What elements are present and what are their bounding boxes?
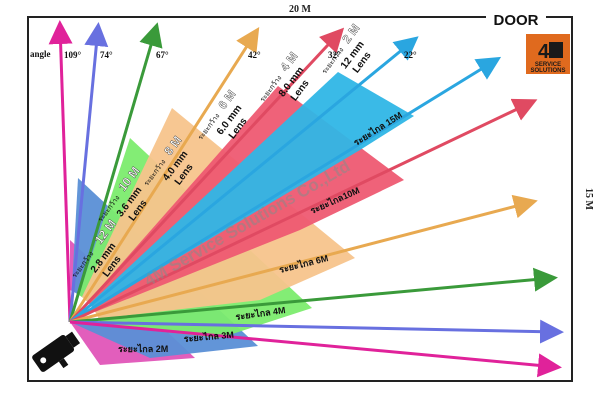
ray-32-right xyxy=(69,98,538,324)
ray-109-left xyxy=(48,20,73,323)
door-label: DOOR xyxy=(494,12,539,29)
ray-42-right xyxy=(69,194,538,324)
coverage-zones xyxy=(70,72,414,365)
room-height-label: 15 M xyxy=(583,188,594,211)
logo-text-2: SOLUTIONS xyxy=(530,68,565,74)
angle-109: 109° xyxy=(64,50,82,60)
ray-74-right xyxy=(69,319,564,344)
ray-22-right xyxy=(69,56,502,324)
ray-109-right xyxy=(69,320,562,378)
distance-2m: ระยะไกล 2M xyxy=(118,343,168,354)
angle-32: 32° xyxy=(328,50,341,60)
fov-rays xyxy=(48,20,564,378)
ray-42-left xyxy=(68,26,260,323)
zone-2m xyxy=(70,72,414,322)
angle-title: angle xyxy=(30,49,51,59)
room-width-label: 20 M xyxy=(289,4,312,15)
ray-32-left xyxy=(68,27,345,324)
ray-67-left xyxy=(68,22,163,323)
angle-labels: angle 109° 74° 67° 42° 32° 22° xyxy=(30,49,417,60)
ray-22-left xyxy=(69,36,419,324)
logo-text-1: SERVICE xyxy=(535,62,561,68)
door-gap xyxy=(486,14,546,20)
ray-74-left xyxy=(68,22,109,323)
ray-67-right xyxy=(69,267,558,324)
angle-42: 42° xyxy=(248,50,261,60)
angle-22: 22° xyxy=(404,50,417,60)
cctv-camera-icon xyxy=(32,331,81,372)
angle-74: 74° xyxy=(100,50,113,60)
distance-3m: ระยะไกล 3M xyxy=(183,329,234,344)
room-border xyxy=(27,16,573,382)
angle-67: 67° xyxy=(156,50,169,60)
logo-mark: 4 xyxy=(538,41,550,63)
company-logo: 4 SERVICE SOLUTIONS xyxy=(526,34,570,74)
